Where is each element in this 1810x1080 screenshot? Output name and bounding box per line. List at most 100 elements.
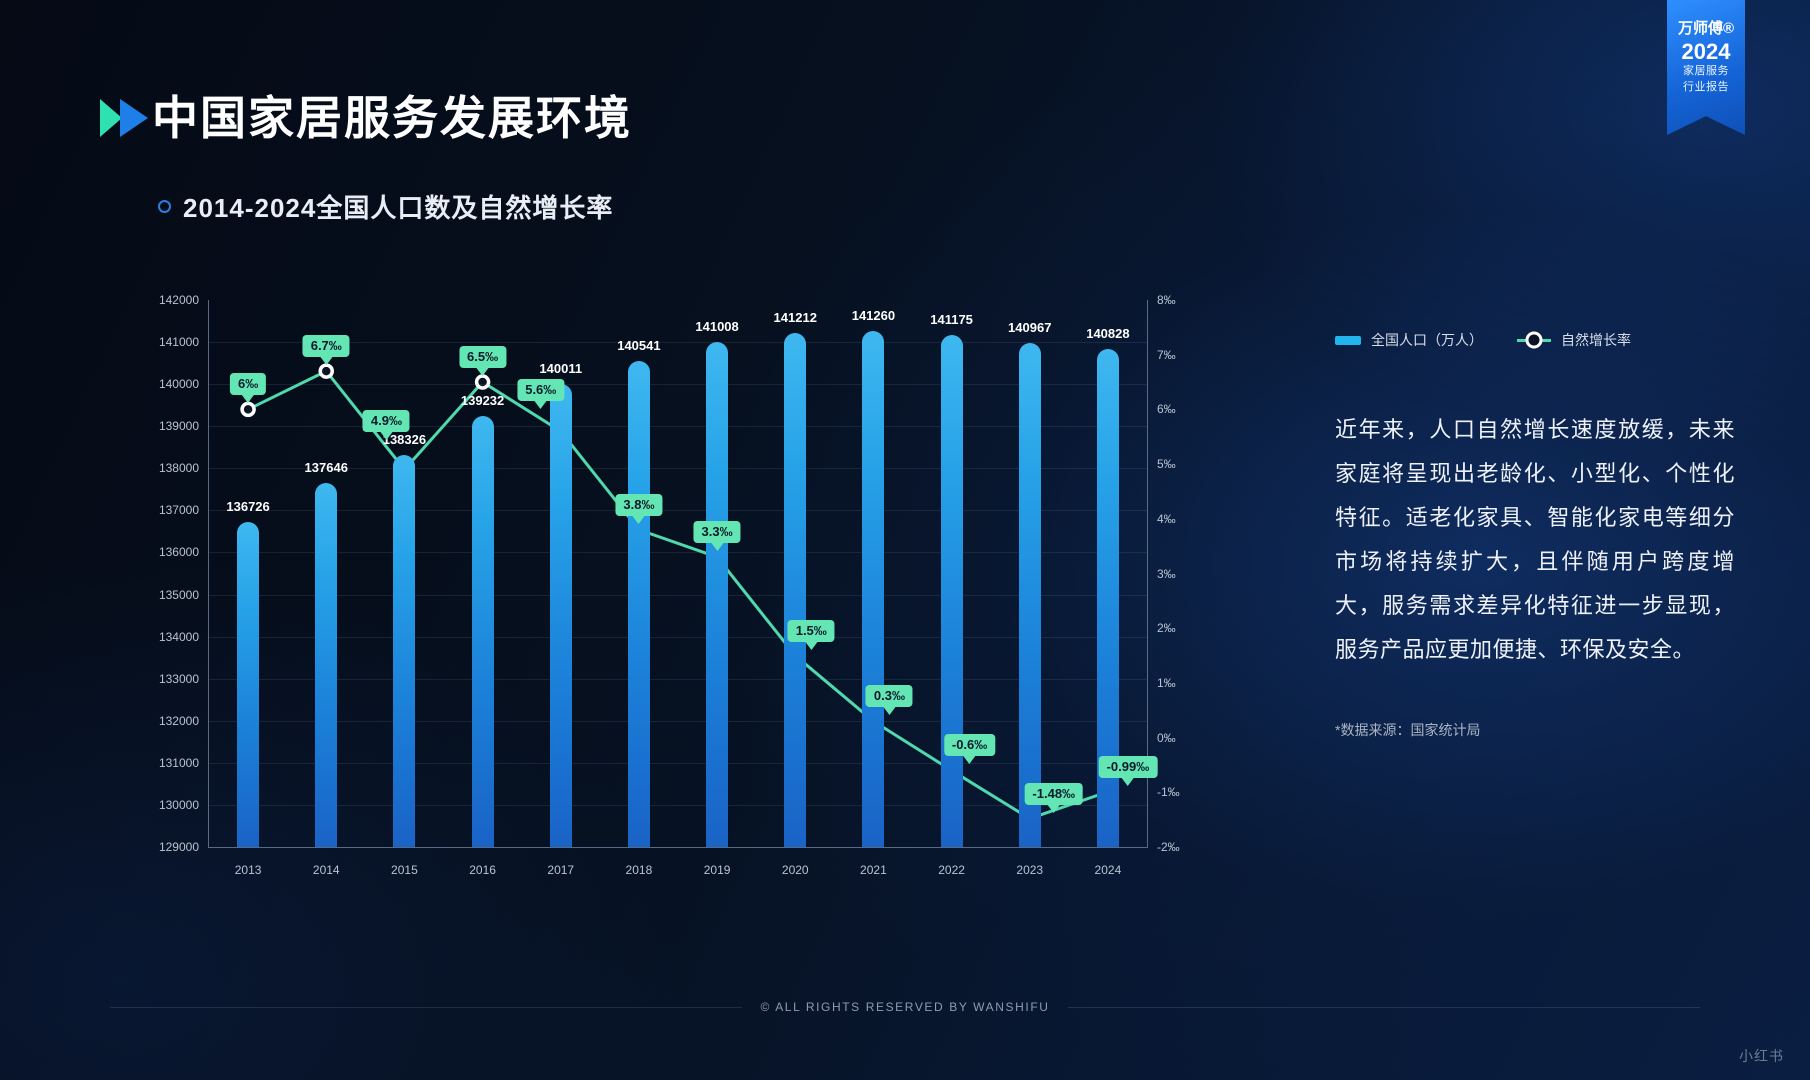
growth-rate-tag-2014: 6.7‰	[302, 335, 350, 358]
x-axis-tick-label: 2018	[625, 863, 653, 877]
bar-value-label: 137646	[304, 460, 348, 476]
bar-value-label: 141008	[695, 318, 739, 334]
gridline	[209, 510, 1147, 512]
bar-2022[interactable]	[940, 334, 963, 847]
gridline	[209, 342, 1147, 344]
footer-copyright: © ALL RIGHTS RESERVED BY WANSHIFU	[760, 1000, 1050, 1014]
y-axis-right-tick-label: 2‰	[1157, 621, 1176, 636]
line-point-2016[interactable]	[474, 374, 491, 390]
x-axis-tick-label: 2022	[938, 863, 965, 877]
x-axis-tick-label: 2016	[469, 863, 496, 877]
growth-rate-tag-2017: 5.6‰	[517, 379, 565, 402]
legend-label: 全国人口（万人）	[1371, 332, 1483, 348]
gridline	[209, 678, 1147, 680]
y-axis-right-tick-label: -1‰	[1157, 785, 1180, 800]
bar-value-label: 140541	[617, 338, 661, 354]
bar-value-label: 140011	[539, 360, 583, 376]
legend-item-1[interactable]: 全国人口（万人）	[1335, 330, 1483, 350]
y-axis-right-tick-label: 7‰	[1157, 347, 1176, 362]
data-source-note: *数据来源：国家统计局	[1335, 722, 1481, 738]
ribbon-year: 2024	[1681, 39, 1731, 64]
y-axis-left-tick-label: 130000	[158, 797, 199, 812]
gridline	[209, 384, 1147, 386]
bar-2013[interactable]	[237, 521, 260, 847]
section-subtitle: 2014-2024全国人口数及自然增长率	[183, 193, 614, 223]
page-title: 中国家居服务发展环境	[152, 92, 632, 144]
legend-line-dot-icon	[1517, 338, 1551, 342]
bar-2015[interactable]	[393, 454, 416, 847]
play-triangles-icon	[100, 99, 148, 137]
y-axis-left-tick-label: 140000	[158, 377, 199, 392]
section-subtitle-row: 2014-2024全国人口数及自然增长率	[158, 188, 613, 225]
gridline	[209, 636, 1147, 638]
gridline	[209, 552, 1147, 554]
x-axis-tick-label: 2021	[860, 863, 887, 877]
y-axis-left-tick-label: 142000	[158, 293, 199, 307]
y-axis-left-tick-label: 136000	[158, 545, 199, 560]
growth-rate-tag-2022: -0.6‰	[943, 734, 996, 757]
y-axis-left-tick-label: 139000	[158, 419, 199, 434]
line-point-2013[interactable]	[240, 401, 256, 418]
chart-legend: 全国人口（万人） 自然增长率	[1335, 330, 1735, 350]
bar-value-label: 138326	[382, 431, 427, 447]
y-axis-right-tick-label: 8‰	[1157, 293, 1176, 307]
bar-2020[interactable]	[784, 333, 807, 847]
bar-value-label: 139232	[460, 393, 505, 409]
x-axis-tick-label: 2020	[781, 863, 809, 877]
x-axis-tick-label: 2019	[703, 863, 731, 877]
y-axis-left-tick-label: 133000	[158, 671, 199, 686]
ribbon-brand: 万师傅®	[1677, 20, 1735, 37]
growth-rate-tag-2013: 6‰	[229, 373, 267, 396]
y-axis-left-tick-label: 132000	[158, 713, 199, 728]
growth-rate-tag-2018: 3.8‰	[615, 493, 663, 516]
y-axis-right-tick-label: 3‰	[1157, 566, 1176, 581]
y-axis-right-tick-label: 0‰	[1157, 730, 1176, 745]
bar-2018[interactable]	[627, 361, 650, 847]
circle-bullet-icon	[158, 200, 171, 213]
legend-item-2[interactable]: 自然增长率	[1517, 330, 1631, 350]
bar-value-label: 136726	[226, 498, 270, 514]
footer-divider-right	[1067, 1006, 1701, 1008]
y-axis-left-tick-label: 137000	[158, 503, 199, 518]
y-axis-left-tick-label: 134000	[158, 629, 199, 644]
bar-2014[interactable]	[315, 483, 338, 847]
gridline	[209, 720, 1147, 722]
y-axis-left-tick-label: 138000	[158, 461, 199, 476]
report-ribbon-badge: 万师傅® 2024 家居服务 行业报告	[1667, 0, 1745, 135]
y-axis-right-tick-label: 1‰	[1157, 675, 1176, 690]
x-axis-tick-label: 2017	[547, 863, 575, 877]
gridline	[209, 762, 1147, 764]
x-axis-tick-label: 2023	[1016, 863, 1044, 877]
bar-value-label: 140828	[1086, 326, 1130, 342]
bar-2023[interactable]	[1018, 343, 1041, 847]
x-axis-tick-label: 2013	[234, 863, 262, 877]
line-point-2014[interactable]	[318, 363, 334, 379]
bar-2021[interactable]	[862, 331, 885, 847]
bar-2016[interactable]	[471, 416, 494, 847]
y-axis-left-tick-label: 131000	[158, 755, 199, 770]
insight-panel: 全国人口（万人） 自然增长率 近年来，人口自然增长速度放缓，未来家庭将呈现出老龄化…	[1335, 330, 1735, 740]
bar-2019[interactable]	[706, 341, 729, 847]
x-axis-tick-label: 2014	[312, 863, 340, 877]
bar-value-label: 141212	[773, 310, 817, 326]
growth-rate-tag-2020: 1.5‰	[787, 619, 835, 642]
y-axis-right-tick-label: 5‰	[1157, 457, 1176, 472]
footer-divider-left	[110, 1006, 743, 1008]
bar-2024[interactable]	[1096, 349, 1119, 847]
bar-2017[interactable]	[549, 383, 572, 847]
y-axis-left-tick-label: 141000	[158, 335, 199, 350]
growth-rate-tag-2023: -1.48‰	[1024, 782, 1084, 805]
y-axis-left-tick-label: 129000	[158, 840, 199, 854]
y-axis-right-tick-label: 4‰	[1157, 511, 1176, 526]
x-axis-tick-label: 2024	[1094, 863, 1122, 877]
y-axis-right-tick-label: -2‰	[1157, 840, 1180, 854]
y-axis-right-tick-label: 6‰	[1157, 402, 1176, 417]
growth-rate-tag-2016: 6.5‰	[459, 346, 507, 369]
growth-rate-line	[240, 363, 1116, 827]
bar-value-label: 141175	[930, 311, 973, 327]
insight-body-text: 近年来，人口自然增长速度放缓，未来家庭将呈现出老龄化、小型化、个性化特征。适老化…	[1335, 417, 1735, 662]
legend-label: 自然增长率	[1561, 332, 1631, 348]
growth-rate-tag-2015: 4.9‰	[362, 409, 410, 432]
growth-rate-tag-2024: -0.99‰	[1098, 755, 1158, 778]
